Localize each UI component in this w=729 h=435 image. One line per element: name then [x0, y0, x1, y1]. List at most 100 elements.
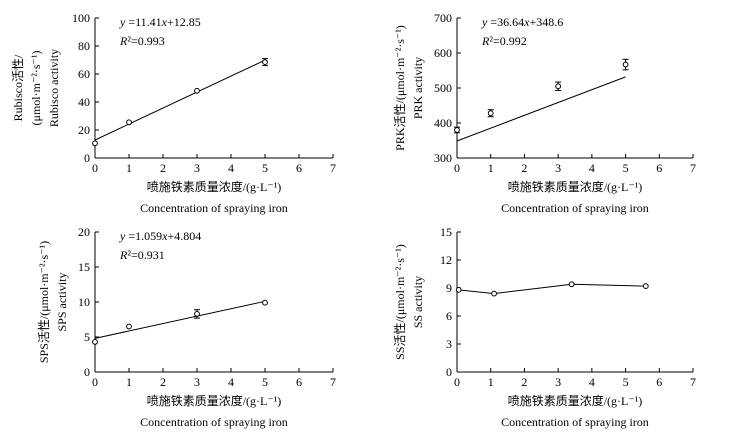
y-tick-label: 80: [78, 39, 90, 53]
r-squared-label: R²=0.931: [119, 248, 165, 262]
x-axis-label-en: Concentration of spraying iron: [140, 201, 288, 215]
y-tick-label: 6: [446, 309, 452, 323]
y-tick-label: 0: [84, 365, 90, 379]
y-tick-label: 400: [434, 116, 452, 130]
y-axis-label: SPS activity: [55, 272, 69, 331]
x-tick-label: 1: [488, 161, 494, 175]
chart-panel-3: 0 1 2 3 4 5 6 7 0 5 10 15 20 喷施铁素质量浓度/(g·L⁻¹) Concentr…: [37, 225, 336, 429]
x-tick-label: 1: [488, 375, 494, 389]
x-axis-label-cn: 喷施铁素质量浓度/(g·L⁻¹): [508, 393, 643, 408]
x-tick-label: 5: [623, 161, 629, 175]
x-tick-label: 6: [656, 161, 662, 175]
y-axis-label: PRK活性/(μmol·m⁻²·s⁻¹): [393, 25, 407, 151]
chart-panel-1: 0 1 2 3 4 5 6 7 0 20 40 60 80 100 喷施铁素质量浓度/(g·L⁻¹) Conc…: [11, 11, 336, 215]
data-point: [622, 61, 629, 68]
y-tick-label: 12: [440, 253, 452, 267]
x-tick-label: 2: [160, 375, 166, 389]
x-tick-label: 3: [555, 161, 561, 175]
y-tick-label: 0: [446, 365, 452, 379]
y-tick-label: 9: [446, 281, 452, 295]
y-tick-label: 20: [78, 225, 90, 239]
data-point: [455, 286, 462, 293]
y-tick-label: 10: [78, 295, 90, 309]
y-axis-label: SS活性/(μmol·m⁻²·s⁻¹): [393, 244, 407, 360]
regression-line: [94, 59, 266, 141]
x-tick-label: 0: [454, 161, 460, 175]
y-tick-label: 40: [78, 95, 90, 109]
y-tick-label: 3: [446, 337, 452, 351]
y-tick-label: 600: [434, 46, 452, 60]
x-tick-label: 3: [555, 375, 561, 389]
x-tick-label: 4: [228, 161, 234, 175]
x-axis-label-en: Concentration of spraying iron: [501, 201, 649, 215]
x-tick-label: 4: [589, 375, 595, 389]
x-tick-label: 2: [160, 161, 166, 175]
x-tick-label: 0: [92, 375, 98, 389]
data-point: [126, 323, 132, 330]
y-axis-label: PRK activity: [411, 57, 425, 119]
x-tick-label: 3: [194, 375, 200, 389]
regression-equation: y =11.41x+12.85: [119, 15, 201, 29]
x-tick-label: 7: [330, 375, 336, 389]
chart-panel-4: 0 1 2 3 4 5 6 703691215喷施铁素质量浓度/(g·L⁻¹)Concentr…: [393, 225, 696, 429]
x-tick-label: 0: [92, 161, 98, 175]
x-tick-label: 5: [262, 161, 268, 175]
data-point: [92, 140, 98, 147]
y-tick-label: 15: [440, 225, 452, 239]
y-tick-label: 20: [78, 123, 90, 137]
data-point: [454, 127, 460, 133]
y-tick-label: 500: [434, 81, 452, 95]
x-tick-label: 4: [228, 375, 234, 389]
y-tick-label: 15: [78, 260, 90, 274]
data-point: [642, 283, 649, 290]
x-tick-label: 2: [521, 161, 527, 175]
data-point: [262, 59, 268, 65]
r-squared-label: R²=0.992: [481, 34, 527, 48]
x-tick-label: 7: [690, 375, 696, 389]
y-axis-label: (μmol·m⁻²·s⁻¹): [29, 51, 43, 126]
x-tick-label: 5: [623, 375, 629, 389]
data-point: [568, 281, 575, 288]
x-axis-label-cn: 喷施铁素质量浓度/(g·L⁻¹): [147, 179, 282, 194]
data-point: [262, 299, 268, 306]
x-tick-label: 3: [194, 161, 200, 175]
x-tick-label: 7: [330, 161, 336, 175]
x-axis-label-en: Concentration of spraying iron: [501, 415, 649, 429]
y-tick-label: 300: [434, 151, 452, 165]
x-tick-label: 6: [656, 375, 662, 389]
regression-line: [456, 76, 626, 142]
y-tick-label: 0: [84, 151, 90, 165]
series-line: [458, 283, 646, 295]
x-tick-label: 1: [126, 161, 132, 175]
y-tick-label: 100: [72, 11, 90, 25]
y-axis-label: SS activity: [411, 276, 425, 328]
y-axis-label: Rubisco活性/: [11, 54, 25, 121]
x-axis-label-cn: 喷施铁素质量浓度/(g·L⁻¹): [508, 179, 643, 194]
data-point: [491, 290, 497, 297]
x-tick-label: 5: [262, 375, 268, 389]
r-squared-label: R²=0.993: [119, 34, 165, 48]
y-tick-label: 60: [78, 67, 90, 81]
data-point: [92, 339, 98, 345]
x-tick-label: 7: [690, 161, 696, 175]
data-point: [126, 119, 132, 126]
x-tick-label: 6: [296, 161, 302, 175]
x-tick-label: 6: [296, 375, 302, 389]
x-axis-label-cn: 喷施铁素质量浓度/(g·L⁻¹): [147, 393, 282, 408]
y-tick-label: 5: [84, 330, 90, 344]
y-tick-label: 700: [434, 11, 452, 25]
x-axis-label-en: Concentration of spraying iron: [140, 415, 288, 429]
regression-equation: y =36.64x+348.6: [481, 15, 563, 29]
chart-panel-2: 0 1 2 3 4 5 6 7 300 400 500 600 700 喷施铁素质量浓度/(g·L⁻¹) C…: [393, 11, 696, 215]
data-point: [194, 87, 200, 94]
data-point: [487, 110, 494, 117]
x-tick-label: 4: [589, 161, 595, 175]
data-point: [555, 83, 562, 90]
regression-equation: y =1.059x+4.804: [119, 229, 201, 243]
x-tick-label: 0: [454, 375, 460, 389]
y-axis-label: Rubisco activity: [47, 49, 61, 127]
y-axis-label: SPS活性/(μmol·m⁻²·s⁻¹): [37, 241, 51, 363]
x-tick-label: 2: [521, 375, 527, 389]
data-point: [194, 311, 200, 317]
